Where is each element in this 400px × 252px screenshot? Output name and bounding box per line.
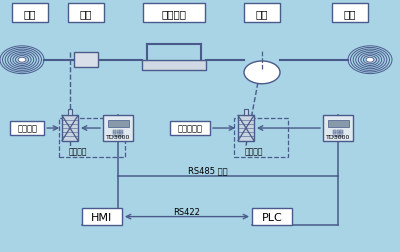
Circle shape xyxy=(244,62,280,84)
Bar xyxy=(333,131,336,133)
Bar xyxy=(120,131,124,133)
Bar xyxy=(328,120,348,127)
Bar xyxy=(108,120,128,127)
Text: TD3000: TD3000 xyxy=(326,134,350,139)
Bar xyxy=(10,122,44,136)
Bar xyxy=(244,4,280,23)
Bar xyxy=(12,4,48,23)
Bar xyxy=(234,118,288,158)
Bar xyxy=(120,135,124,137)
Text: 降温冷却: 降温冷却 xyxy=(162,9,186,19)
Text: HMI: HMI xyxy=(91,212,113,222)
Bar xyxy=(113,135,116,137)
Bar xyxy=(332,4,368,23)
Circle shape xyxy=(18,58,26,63)
Text: 牵引: 牵引 xyxy=(256,9,268,19)
Text: TD3000: TD3000 xyxy=(106,134,130,139)
Text: 放卷: 放卷 xyxy=(24,9,36,19)
Bar xyxy=(103,116,133,141)
Bar xyxy=(340,135,344,137)
Bar xyxy=(143,4,205,23)
Bar xyxy=(244,110,248,116)
Bar xyxy=(113,131,116,133)
Bar xyxy=(337,131,340,133)
Text: 跟随电机: 跟随电机 xyxy=(17,124,37,133)
Bar xyxy=(340,131,344,133)
Text: RS485 总线: RS485 总线 xyxy=(188,166,228,175)
Text: RS422: RS422 xyxy=(174,207,200,216)
Bar xyxy=(68,110,72,116)
Bar xyxy=(142,61,206,70)
Bar xyxy=(113,133,116,135)
Bar xyxy=(117,135,120,137)
Bar xyxy=(117,131,120,133)
Text: 测速反馈: 测速反馈 xyxy=(245,146,263,155)
Bar xyxy=(337,133,340,135)
Bar xyxy=(333,133,336,135)
Bar xyxy=(59,118,125,158)
Text: 涂塑: 涂塑 xyxy=(80,9,92,19)
Bar xyxy=(62,116,78,141)
Bar xyxy=(117,133,120,135)
Text: PLC: PLC xyxy=(262,212,282,222)
Text: 主牵引电机: 主牵引电机 xyxy=(178,124,202,133)
Bar xyxy=(238,116,254,141)
Bar xyxy=(74,53,98,68)
Circle shape xyxy=(366,58,374,63)
Bar xyxy=(340,133,344,135)
Bar xyxy=(252,208,292,226)
Text: 收卷: 收卷 xyxy=(344,9,356,19)
Bar xyxy=(337,135,340,137)
Bar xyxy=(323,116,353,141)
Bar xyxy=(68,4,104,23)
Bar xyxy=(333,135,336,137)
Text: 测速反馈: 测速反馈 xyxy=(69,146,87,155)
Bar xyxy=(82,208,122,226)
Bar xyxy=(120,133,124,135)
Bar xyxy=(170,122,210,136)
